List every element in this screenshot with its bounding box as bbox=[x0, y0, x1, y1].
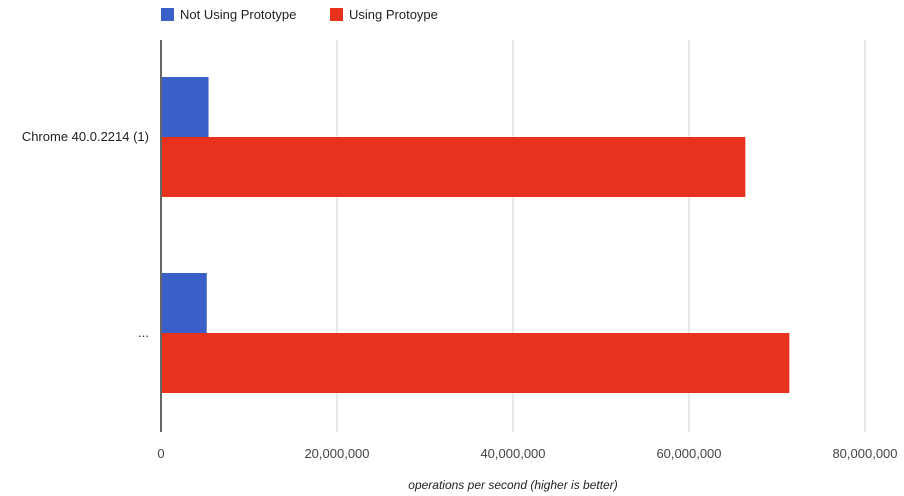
legend-swatch bbox=[330, 8, 343, 21]
x-tick-label: 60,000,000 bbox=[656, 446, 721, 461]
legend: Not Using Prototype Using Protoype bbox=[161, 7, 438, 22]
x-axis-ticks: 0 20,000,000 40,000,000 60,000,000 80,000,00… bbox=[157, 446, 897, 461]
x-tick-label: 40,000,000 bbox=[480, 446, 545, 461]
bar-not-using-prototype bbox=[162, 273, 207, 333]
bar-using-prototype bbox=[162, 333, 790, 393]
x-axis-title: operations per second (higher is better) bbox=[408, 478, 617, 492]
legend-label: Not Using Prototype bbox=[180, 7, 296, 22]
legend-swatch bbox=[161, 8, 174, 21]
x-tick-label: 80,000,000 bbox=[832, 446, 897, 461]
bar-using-prototype bbox=[162, 137, 746, 197]
category-label: ... bbox=[138, 325, 149, 340]
bars bbox=[162, 77, 790, 393]
bar-not-using-prototype bbox=[162, 77, 209, 137]
legend-label: Using Protoype bbox=[349, 7, 438, 22]
category-label: Chrome 40.0.2214 (1) bbox=[22, 129, 149, 144]
x-tick-label: 0 bbox=[157, 446, 164, 461]
category-labels: Chrome 40.0.2214 (1)... bbox=[22, 129, 149, 340]
x-tick-label: 20,000,000 bbox=[304, 446, 369, 461]
